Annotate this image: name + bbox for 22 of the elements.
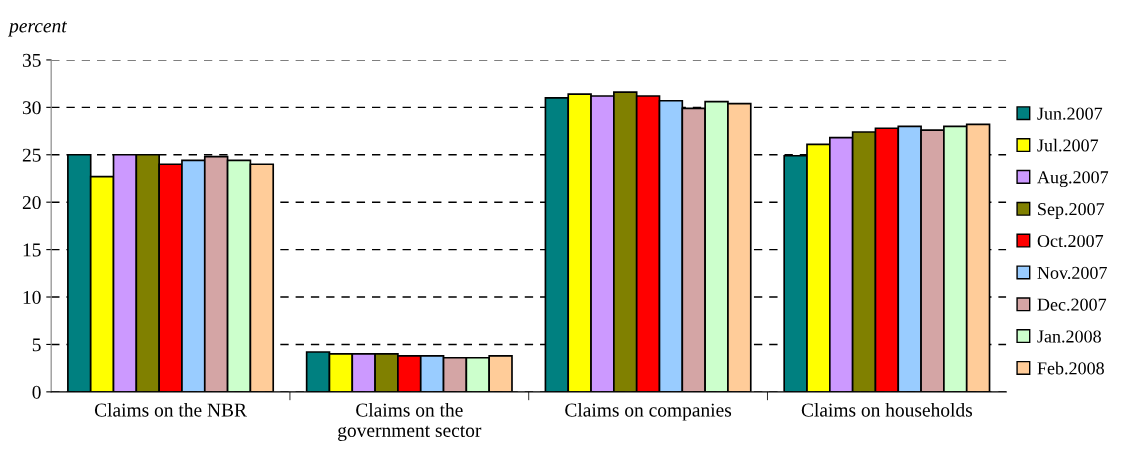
y-tick-label: 20 (22, 196, 41, 210)
y-tick-label: 30 (22, 101, 41, 115)
x-tick-label: Claims on the government sector (338, 402, 482, 441)
y-tick-label: 15 (23, 243, 41, 257)
y-axis-title: percent (7, 21, 68, 37)
y-tick-label: 25 (22, 148, 41, 162)
legend-label: Jul.2007 (1037, 138, 1099, 152)
legend-label: Jan.2008 (1037, 330, 1101, 343)
legend-label: Feb.2008 (1037, 361, 1104, 375)
legend-label: Aug.2007 (1037, 171, 1109, 188)
x-tick-label: Claims on households (801, 402, 973, 417)
legend-label: Oct.2007 (1037, 234, 1104, 248)
y-tick-label: 35 (22, 53, 41, 67)
y-tick-label: 0 (32, 385, 41, 399)
legend-label: Nov.2007 (1037, 266, 1107, 279)
y-tick-label: 10 (23, 290, 41, 304)
legend-label: Jun.2007 (1037, 107, 1103, 120)
legend-label: Sep.2007 (1038, 203, 1105, 219)
x-tick-label: Claims on companies (565, 402, 732, 421)
x-tick-label: Claims on the NBR (94, 402, 247, 417)
legend-label: Dec.2007 (1037, 298, 1107, 311)
y-tick-label: 5 (32, 338, 41, 352)
